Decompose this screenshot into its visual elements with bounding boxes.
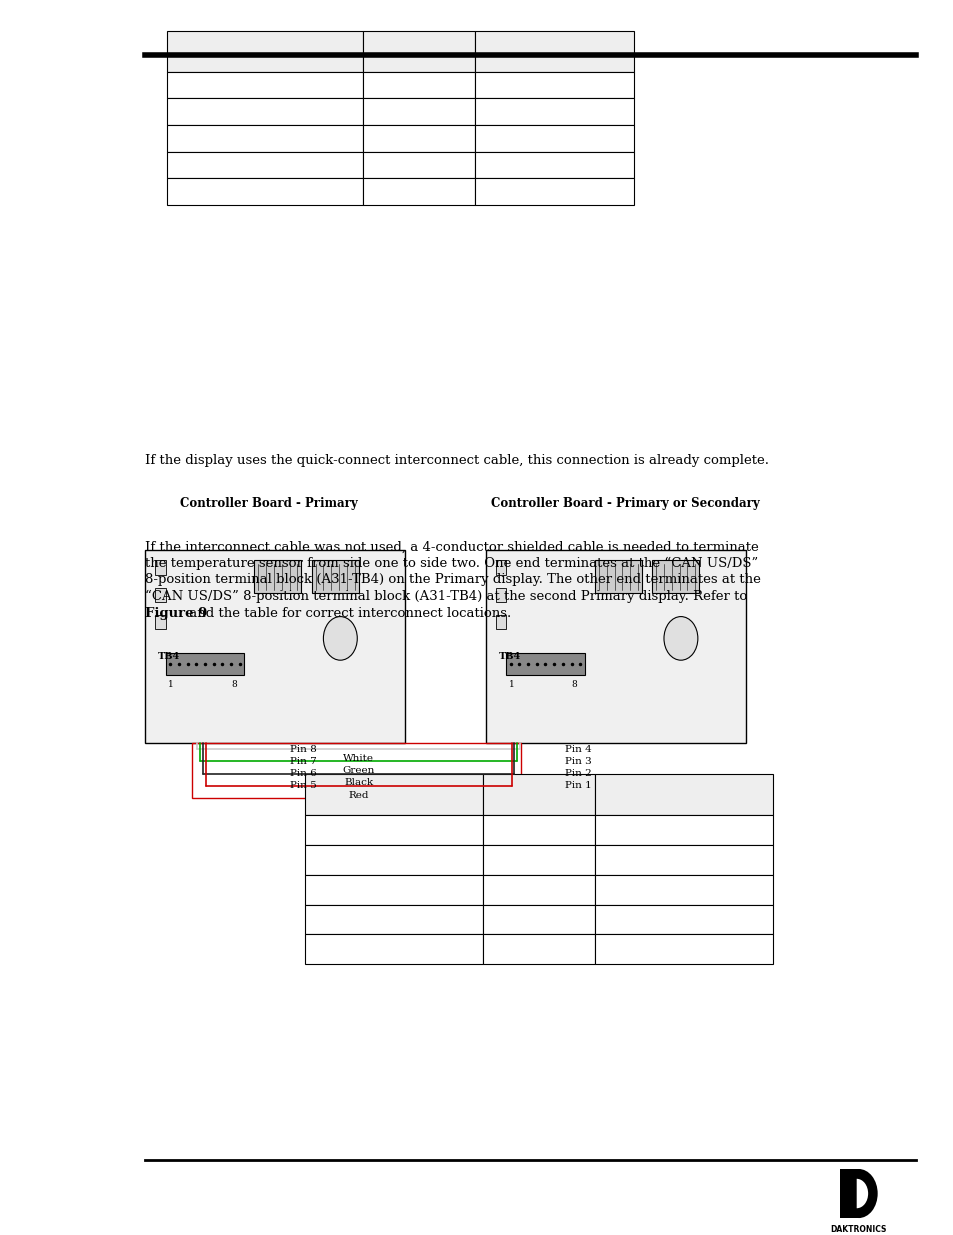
Bar bbox=[475, 99, 634, 125]
Text: If the display uses the quick-connect interconnect cable, this connection is alr: If the display uses the quick-connect in… bbox=[145, 454, 768, 467]
Bar bbox=[155, 561, 166, 574]
Text: TB4: TB4 bbox=[158, 652, 180, 661]
Bar bbox=[145, 550, 405, 743]
Bar bbox=[167, 99, 363, 125]
Bar bbox=[155, 588, 166, 601]
Bar bbox=[475, 31, 634, 72]
Bar bbox=[595, 773, 772, 815]
Text: Pin 7: Pin 7 bbox=[290, 757, 316, 766]
Bar bbox=[652, 561, 699, 593]
Text: 8-position terminal block (A31-TB4) on the Primary display. The other end termin: 8-position terminal block (A31-TB4) on t… bbox=[145, 573, 760, 587]
Bar bbox=[475, 152, 634, 178]
Text: Pin 6: Pin 6 bbox=[290, 769, 316, 778]
Bar bbox=[595, 934, 772, 963]
Bar bbox=[312, 561, 358, 593]
Bar bbox=[166, 653, 244, 674]
Bar bbox=[475, 178, 634, 205]
Bar bbox=[595, 874, 772, 904]
Text: Figure 9: Figure 9 bbox=[145, 606, 207, 620]
Bar bbox=[363, 99, 475, 125]
Bar bbox=[482, 815, 595, 845]
Bar bbox=[496, 588, 506, 601]
Bar bbox=[254, 561, 301, 593]
Text: Pin 1: Pin 1 bbox=[564, 782, 591, 790]
Bar bbox=[305, 934, 482, 963]
Bar bbox=[363, 152, 475, 178]
Bar bbox=[305, 815, 482, 845]
Bar bbox=[482, 773, 595, 815]
Bar bbox=[482, 934, 595, 963]
Text: DAKTRONICS: DAKTRONICS bbox=[829, 1225, 886, 1235]
Bar bbox=[595, 815, 772, 845]
Bar bbox=[363, 125, 475, 152]
Text: TB4: TB4 bbox=[498, 652, 520, 661]
Bar bbox=[595, 904, 772, 934]
Text: 1: 1 bbox=[169, 680, 174, 689]
Bar bbox=[305, 773, 482, 815]
Bar bbox=[482, 845, 595, 874]
Text: the temperature sensor from side one to side two. One end terminates at the “CAN: the temperature sensor from side one to … bbox=[145, 557, 758, 571]
Bar bbox=[155, 615, 166, 630]
Bar bbox=[496, 561, 506, 574]
Text: Pin 8: Pin 8 bbox=[290, 745, 316, 753]
Bar bbox=[305, 845, 482, 874]
Text: 8: 8 bbox=[231, 680, 236, 689]
Text: and the table for correct interconnect locations.: and the table for correct interconnect l… bbox=[185, 606, 511, 620]
Bar bbox=[475, 72, 634, 99]
Text: Controller Board - Primary or Secondary: Controller Board - Primary or Secondary bbox=[491, 496, 760, 510]
Text: Pin 4: Pin 4 bbox=[564, 745, 591, 753]
Text: Black: Black bbox=[344, 778, 373, 788]
Bar bbox=[363, 178, 475, 205]
Text: Green: Green bbox=[342, 766, 375, 776]
Text: Controller Board - Primary: Controller Board - Primary bbox=[179, 496, 357, 510]
Text: Pin 5: Pin 5 bbox=[290, 782, 316, 790]
Bar bbox=[482, 874, 595, 904]
Bar bbox=[475, 125, 634, 152]
Bar bbox=[595, 845, 772, 874]
Bar bbox=[363, 31, 475, 72]
Text: 1: 1 bbox=[509, 680, 515, 689]
Bar bbox=[496, 615, 506, 630]
Bar bbox=[167, 31, 363, 72]
Wedge shape bbox=[858, 1170, 877, 1218]
Wedge shape bbox=[856, 1178, 867, 1208]
Text: Red: Red bbox=[348, 790, 369, 800]
Circle shape bbox=[323, 616, 357, 661]
Text: “CAN US/DS” 8-position terminal block (A31-TB4) at the second Primary display. R: “CAN US/DS” 8-position terminal block (A… bbox=[145, 590, 746, 603]
Text: Pin 2: Pin 2 bbox=[564, 769, 591, 778]
Bar bbox=[167, 152, 363, 178]
Bar bbox=[305, 874, 482, 904]
Bar bbox=[595, 561, 641, 593]
Bar bbox=[485, 550, 745, 743]
Bar bbox=[305, 904, 482, 934]
Circle shape bbox=[663, 616, 698, 661]
Bar bbox=[167, 72, 363, 99]
Bar bbox=[482, 904, 595, 934]
Bar bbox=[193, 743, 520, 798]
Text: White: White bbox=[343, 753, 374, 763]
Text: 8: 8 bbox=[571, 680, 577, 689]
Bar bbox=[363, 72, 475, 99]
Bar bbox=[839, 1170, 858, 1218]
Text: If the interconnect cable was not used, a 4-conductor shielded cable is needed t: If the interconnect cable was not used, … bbox=[145, 540, 758, 553]
Text: Pin 3: Pin 3 bbox=[564, 757, 591, 766]
Bar bbox=[167, 125, 363, 152]
Bar bbox=[167, 178, 363, 205]
Bar bbox=[506, 653, 584, 674]
